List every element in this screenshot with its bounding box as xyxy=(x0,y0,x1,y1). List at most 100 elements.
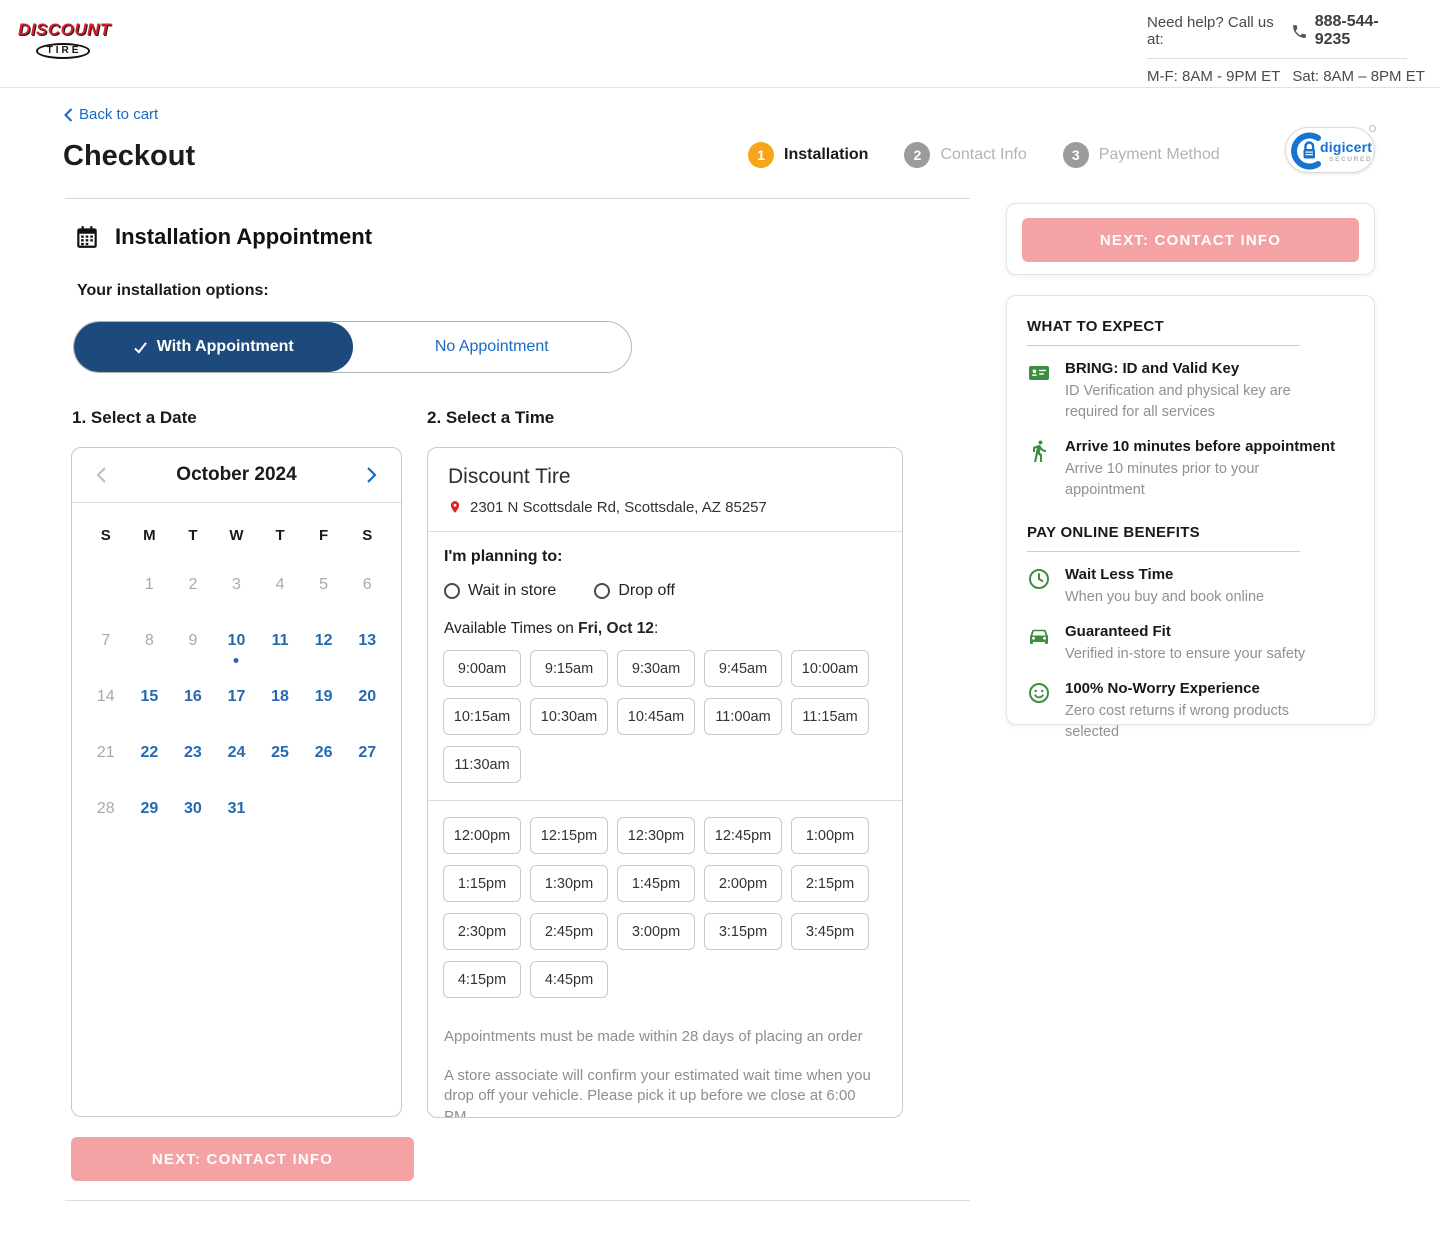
calendar-icon xyxy=(74,224,100,250)
next-contact-info-button-sidebar[interactable]: NEXT: CONTACT INFO xyxy=(1022,218,1359,262)
discount-tire-logo[interactable]: DISCOUNT TIRE xyxy=(18,20,111,59)
calendar-day[interactable]: 16 xyxy=(184,688,202,705)
step-1-label: Installation xyxy=(784,146,869,163)
time-slot-button[interactable]: 12:45pm xyxy=(704,817,782,854)
no-appointment-toggle[interactable]: No Appointment xyxy=(352,322,631,372)
step-1-circle: 1 xyxy=(748,142,774,168)
calendar-day: 2 xyxy=(188,576,198,593)
calendar-day[interactable]: 12 xyxy=(314,632,333,649)
no-appointment-label: No Appointment xyxy=(434,338,549,355)
calendar-day: 28 xyxy=(96,800,115,817)
time-slot-button[interactable]: 11:00am xyxy=(704,698,782,735)
time-slot-button[interactable]: 3:45pm xyxy=(791,913,869,950)
calendar-day xyxy=(345,781,389,837)
step-payment-method: 3 Payment Method xyxy=(1062,142,1220,168)
time-slot-button[interactable]: 11:15am xyxy=(791,698,869,735)
calendar-day[interactable]: 26 xyxy=(314,744,333,761)
calendar-month-label: October 2024 xyxy=(176,464,297,485)
sidebar-divider xyxy=(1027,345,1300,346)
logo-discount-text: DISCOUNT xyxy=(18,20,111,39)
time-slot-button[interactable]: 3:15pm xyxy=(704,913,782,950)
calendar-day[interactable]: 30 xyxy=(184,800,202,817)
calendar-day[interactable]: 22 xyxy=(140,744,159,761)
help-block: Need help? Call us at: 888-544-9235 M-F:… xyxy=(1147,13,1425,85)
select-date-heading: 1. Select a Date xyxy=(72,408,197,427)
time-slot-button[interactable]: 10:30am xyxy=(530,698,608,735)
time-slot-button[interactable]: 10:15am xyxy=(443,698,521,735)
time-slot-button[interactable]: 2:15pm xyxy=(791,865,869,902)
time-slot-button[interactable]: 10:45am xyxy=(617,698,695,735)
sidebar-divider xyxy=(1027,551,1300,553)
step-contact-info: 2 Contact Info xyxy=(904,142,1027,168)
radio-wait-in-store[interactable]: Wait in store xyxy=(444,582,556,600)
time-slot-button[interactable]: 4:45pm xyxy=(530,961,608,998)
time-slot-button[interactable]: 2:00pm xyxy=(704,865,782,902)
time-slot-button[interactable]: 1:00pm xyxy=(791,817,869,854)
time-slot-button[interactable]: 2:45pm xyxy=(530,913,608,950)
expect-item-title: Arrive 10 minutes before appointment xyxy=(1065,438,1336,456)
time-slot-button[interactable]: 1:45pm xyxy=(617,865,695,902)
radio-drop-off[interactable]: Drop off xyxy=(594,582,675,600)
calendar-day[interactable]: 19 xyxy=(314,688,333,705)
time-slot-button[interactable]: 9:15am xyxy=(530,650,608,687)
with-appointment-toggle[interactable]: With Appointment xyxy=(74,322,353,372)
calendar-day[interactable]: 29 xyxy=(140,800,159,817)
step-2-label: Contact Info xyxy=(940,146,1027,163)
time-slot-button[interactable]: 1:30pm xyxy=(530,865,608,902)
calendar-day[interactable]: 25 xyxy=(271,744,289,761)
benefit-item-title: Guaranteed Fit xyxy=(1065,623,1171,641)
benefit-item-desc: Verified in-store to ensure your safety xyxy=(1065,646,1306,663)
calendar-day[interactable]: 20 xyxy=(358,688,377,705)
clock-icon xyxy=(1027,566,1052,608)
calendar-day[interactable]: 15 xyxy=(140,688,159,705)
time-slot-button[interactable]: 12:15pm xyxy=(530,817,608,854)
back-to-cart-link[interactable]: Back to cart xyxy=(64,106,158,123)
installation-options-label: Your installation options: xyxy=(77,282,269,299)
time-slot-button[interactable]: 9:45am xyxy=(704,650,782,687)
installation-appointment-title: Installation Appointment xyxy=(115,224,373,249)
time-slot-button[interactable]: 1:15pm xyxy=(443,865,521,902)
calendar-prev-month-button[interactable] xyxy=(94,464,109,486)
time-slot-button[interactable]: 9:30am xyxy=(617,650,695,687)
time-slot-button[interactable]: 11:30am xyxy=(443,746,521,783)
calendar-next-month-button[interactable] xyxy=(364,464,379,486)
back-to-cart-label: Back to cart xyxy=(79,106,159,123)
calendar-day xyxy=(84,557,128,613)
checkout-steps: 1 Installation 2 Contact Info 3 Payment … xyxy=(748,142,1220,168)
calendar-day[interactable]: 10 xyxy=(215,613,259,669)
digicert-secured-label: SECURED xyxy=(1329,156,1373,163)
calendar-day[interactable]: 27 xyxy=(358,744,377,761)
time-slot-button[interactable]: 3:00pm xyxy=(617,913,695,950)
calendar-day: 8 xyxy=(144,632,154,649)
digicert-brand-label: digicert xyxy=(1320,139,1373,155)
calendar-day[interactable]: 17 xyxy=(227,688,246,705)
benefit-item-guaranteed-fit: Guaranteed Fit Verified in-store to ensu… xyxy=(1027,623,1354,665)
expect-item-desc: Arrive 10 minutes prior to your appointm… xyxy=(1065,461,1260,499)
installation-options-toggle: With Appointment No Appointment xyxy=(73,321,632,373)
chevron-left-icon xyxy=(64,107,73,122)
time-slot-button[interactable]: 12:30pm xyxy=(617,817,695,854)
calendar-day[interactable]: 18 xyxy=(271,688,289,705)
calendar-day[interactable]: 24 xyxy=(227,744,246,761)
time-slot-button[interactable]: 2:30pm xyxy=(443,913,521,950)
top-header: DISCOUNT TIRE Need help? Call us at: 888… xyxy=(0,0,1440,88)
time-slot-button[interactable]: 9:00am xyxy=(443,650,521,687)
time-slot-button[interactable]: 10:00am xyxy=(791,650,869,687)
time-slot-button[interactable]: 12:00pm xyxy=(443,817,521,854)
calendar-day[interactable]: 11 xyxy=(271,632,289,649)
calendar-day: 4 xyxy=(275,576,285,593)
digicert-lock-icon xyxy=(1289,131,1329,176)
calendar-day: 9 xyxy=(188,632,198,649)
with-appointment-label: With Appointment xyxy=(156,338,294,355)
calendar-day[interactable]: 31 xyxy=(227,800,246,817)
wait-in-store-label: Wait in store xyxy=(468,582,557,599)
calendar-day[interactable]: 13 xyxy=(358,632,377,649)
next-contact-info-button-bottom[interactable]: NEXT: CONTACT INFO xyxy=(71,1137,414,1181)
car-icon xyxy=(1027,623,1052,665)
calendar-day: 7 xyxy=(101,632,111,649)
calendar-day[interactable]: 23 xyxy=(184,744,202,761)
id-card-icon xyxy=(1027,360,1052,423)
time-slot-button[interactable]: 4:15pm xyxy=(443,961,521,998)
phone-number[interactable]: 888-544-9235 xyxy=(1314,13,1379,48)
